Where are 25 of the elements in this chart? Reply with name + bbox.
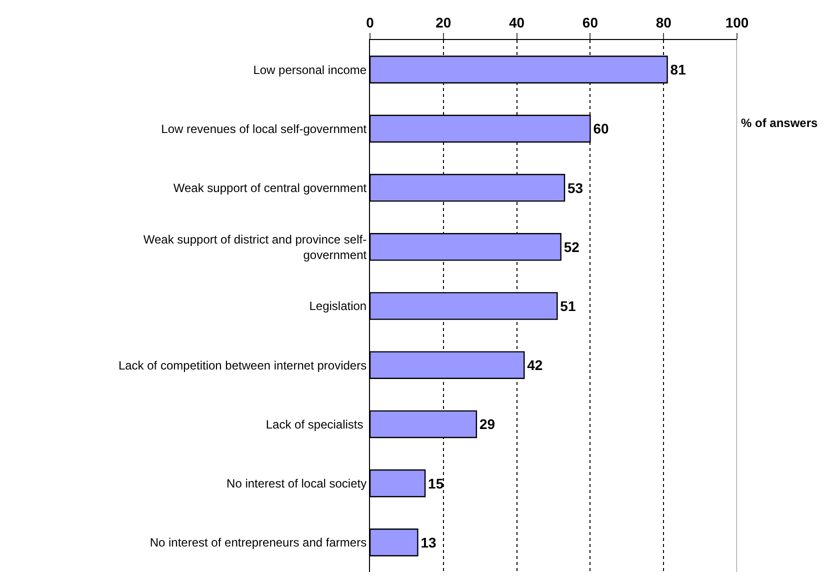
x-axis-title: % of answers [741,116,818,130]
y-tick-label: Legislation [309,299,367,314]
y-tick-label: Low revenues of local self-government [161,122,368,136]
data-label: 81 [670,62,686,78]
x-tick-label: 20 [436,14,452,30]
y-tick-label: No interest of entrepreneurs and farmers [150,536,367,550]
x-tick-label: 40 [509,14,525,30]
data-label: 29 [479,416,496,432]
y-tick-label: Weak support of central government [173,180,368,195]
y-tick-label: Low personal income [253,62,367,77]
x-tick-label: 60 [582,14,598,30]
y-tick-label: Weak support of district and province self- government [143,232,368,262]
data-label: 53 [568,180,584,196]
data-label: 51 [560,298,576,314]
x-tick-label: 0 [366,14,374,30]
data-label: 13 [420,534,436,550]
data-label: 15 [428,475,444,492]
x-tick-label: 100 [725,14,749,30]
y-tick-label: No interest of local society [226,476,367,491]
data-label: 60 [593,120,609,137]
data-label: 52 [564,238,580,255]
y-tick-label: Lack of specialists [266,417,367,432]
data-label: 42 [527,357,543,374]
x-tick-label: 80 [656,14,672,30]
y-tick-label: Lack of competition between internet providers [118,358,367,372]
